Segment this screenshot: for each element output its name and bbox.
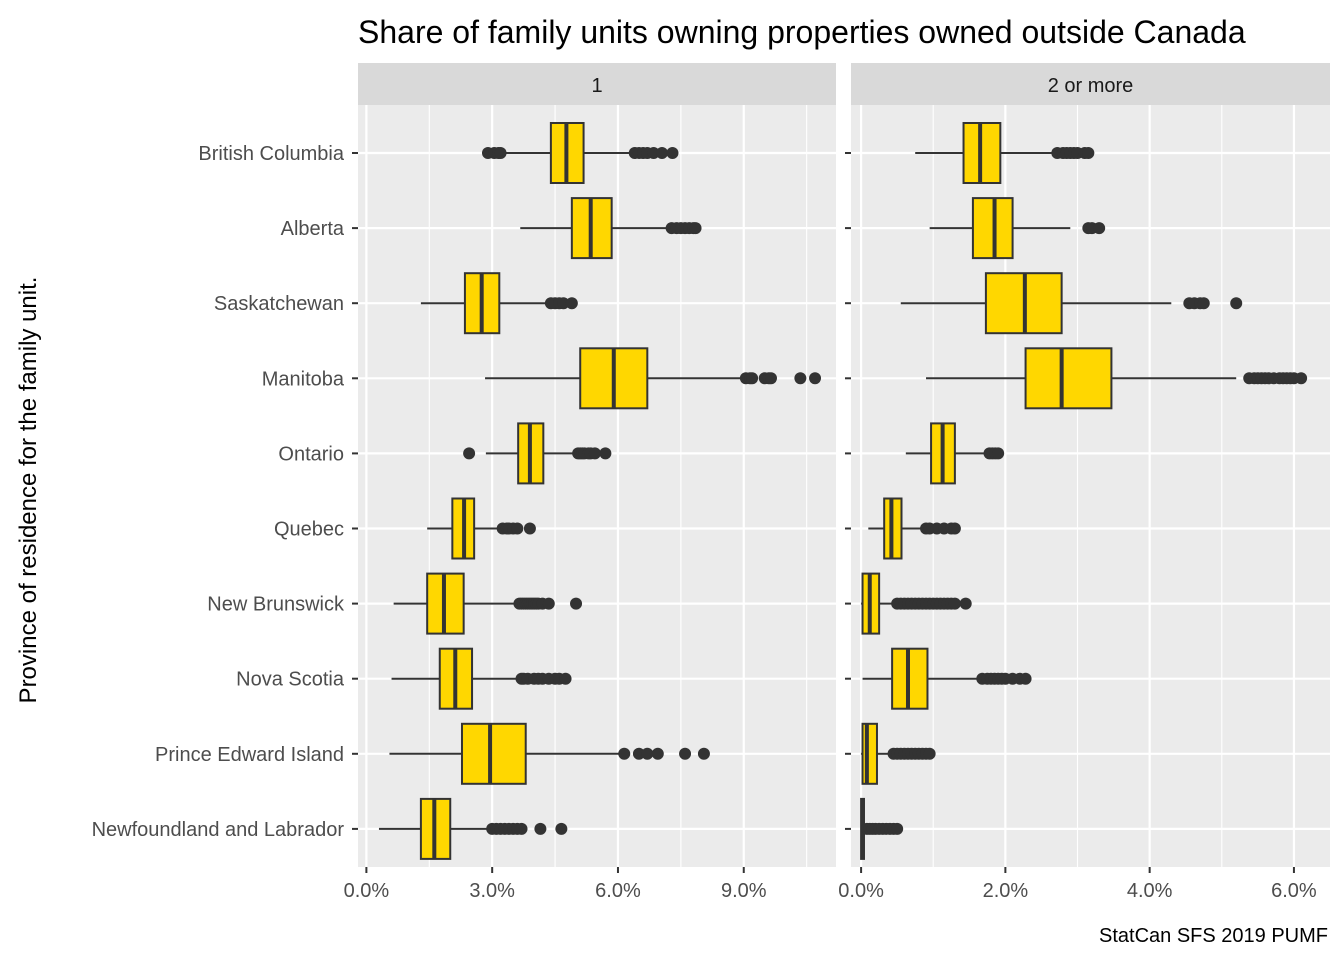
box-quebec bbox=[868, 497, 961, 560]
outlier-point bbox=[1082, 147, 1095, 159]
y-tick-label-alberta: Alberta bbox=[281, 218, 345, 240]
outlier-point bbox=[647, 147, 660, 159]
x-tick-label: 4.0% bbox=[1127, 880, 1173, 902]
facet-strip bbox=[851, 63, 1330, 105]
box-ontario bbox=[905, 422, 1005, 485]
outlier-point bbox=[555, 822, 568, 835]
panel-1: 1 0.0% 3.0% 6.0% 9.0% bbox=[344, 63, 836, 902]
x-tick-label: 0.0% bbox=[344, 880, 390, 902]
y-axis-title: Province of residence for the family uni… bbox=[15, 277, 42, 704]
y-tick-label-newfoundland-and-labrador: Newfoundland and Labrador bbox=[92, 819, 345, 841]
y-tick-label-manitoba: Manitoba bbox=[262, 368, 345, 390]
outlier-point bbox=[463, 447, 476, 460]
outlier-point bbox=[948, 522, 961, 535]
y-tick-label-ontario: Ontario bbox=[278, 443, 344, 465]
outlier-point bbox=[809, 372, 822, 385]
outlier-point bbox=[588, 447, 601, 460]
chart-title: Share of family units owning properties … bbox=[358, 14, 1246, 50]
box-british-columbia bbox=[915, 122, 1095, 184]
iqr-box bbox=[861, 722, 878, 785]
box-new-brunswick bbox=[393, 572, 583, 635]
panel-2-or-more: 2 or more 0.0% 2.0% 4.0% 6.0% bbox=[838, 63, 1330, 902]
box-alberta bbox=[520, 197, 702, 260]
x-tick-label: 6.0% bbox=[595, 880, 641, 902]
x-tick-label: 2.0% bbox=[983, 880, 1029, 902]
box-new-brunswick bbox=[861, 572, 972, 635]
outlier-point bbox=[632, 747, 645, 760]
outlier-point bbox=[1197, 297, 1210, 310]
box-newfoundland-and-labrador bbox=[860, 797, 904, 860]
outlier-point bbox=[689, 222, 702, 235]
x-tick-label: 9.0% bbox=[721, 880, 767, 902]
outlier-point bbox=[666, 147, 679, 159]
outlier-point bbox=[641, 747, 654, 760]
outlier-point bbox=[651, 747, 664, 760]
facet-strip-label: 1 bbox=[591, 75, 602, 97]
x-tick-label: 3.0% bbox=[469, 880, 515, 902]
y-tick-label-quebec: Quebec bbox=[274, 519, 344, 541]
box-ontario bbox=[463, 422, 612, 485]
outlier-point bbox=[959, 597, 972, 610]
box-manitoba bbox=[485, 347, 822, 410]
outlier-point bbox=[542, 597, 555, 610]
x-tick-label: 6.0% bbox=[1271, 880, 1317, 902]
outlier-point bbox=[523, 522, 536, 535]
outlier-point bbox=[891, 822, 904, 835]
outlier-point bbox=[948, 597, 961, 610]
outlier-point bbox=[794, 372, 807, 385]
outlier-point bbox=[679, 747, 692, 760]
outlier-point bbox=[765, 372, 778, 385]
outlier-point bbox=[559, 672, 572, 685]
y-tick-label-british-columbia: British Columbia bbox=[198, 143, 344, 165]
box-nova-scotia bbox=[862, 647, 1032, 710]
outlier-point bbox=[511, 522, 524, 535]
box-british-columbia bbox=[481, 122, 679, 184]
outlier-point bbox=[1019, 672, 1032, 685]
y-tick-label-saskatchewan: Saskatchewan bbox=[214, 293, 344, 315]
outlier-point bbox=[570, 597, 583, 610]
facet-strip bbox=[358, 63, 836, 105]
box-newfoundland-and-labrador bbox=[378, 797, 568, 860]
y-tick-label-nova-scotia: Nova Scotia bbox=[236, 669, 345, 691]
box-manitoba bbox=[926, 347, 1308, 410]
outlier-point bbox=[1093, 222, 1106, 235]
x-tick-label: 0.0% bbox=[838, 880, 884, 902]
outlier-point bbox=[697, 747, 710, 760]
outlier-point bbox=[655, 147, 668, 159]
facet-strip-label: 2 or more bbox=[1048, 75, 1134, 97]
box-prince-edward-island bbox=[861, 722, 936, 785]
iqr-box bbox=[460, 722, 527, 785]
outlier-point bbox=[618, 747, 631, 760]
y-tick-label-prince-edward-island: Prince Edward Island bbox=[155, 744, 344, 766]
outlier-point bbox=[534, 822, 547, 835]
outlier-point bbox=[599, 447, 612, 460]
box-saskatchewan bbox=[420, 272, 578, 335]
chart-caption: StatCan SFS 2019 PUMF bbox=[1099, 925, 1328, 947]
box-quebec bbox=[427, 497, 536, 560]
outlier-point bbox=[1230, 297, 1243, 310]
box-nova-scotia bbox=[391, 647, 572, 710]
y-axis-label: Province of residence for the family uni… bbox=[15, 277, 42, 704]
outlier-point bbox=[746, 372, 759, 385]
y-tick-label-new-brunswick: New Brunswick bbox=[207, 594, 345, 616]
outlier-point bbox=[557, 297, 570, 310]
box-saskatchewan bbox=[900, 272, 1243, 335]
outlier-point bbox=[515, 822, 528, 835]
box-prince-edward-island bbox=[389, 722, 710, 785]
outlier-point bbox=[992, 447, 1005, 460]
y-axis-tick-labels: British Columbia Alberta Saskatchewan Manit… bbox=[92, 143, 345, 841]
box-alberta bbox=[929, 197, 1106, 260]
outlier-point bbox=[923, 747, 936, 760]
outlier-point bbox=[494, 147, 507, 159]
outlier-point bbox=[565, 297, 578, 310]
outlier-point bbox=[1295, 372, 1308, 385]
iqr-box bbox=[1024, 347, 1113, 410]
